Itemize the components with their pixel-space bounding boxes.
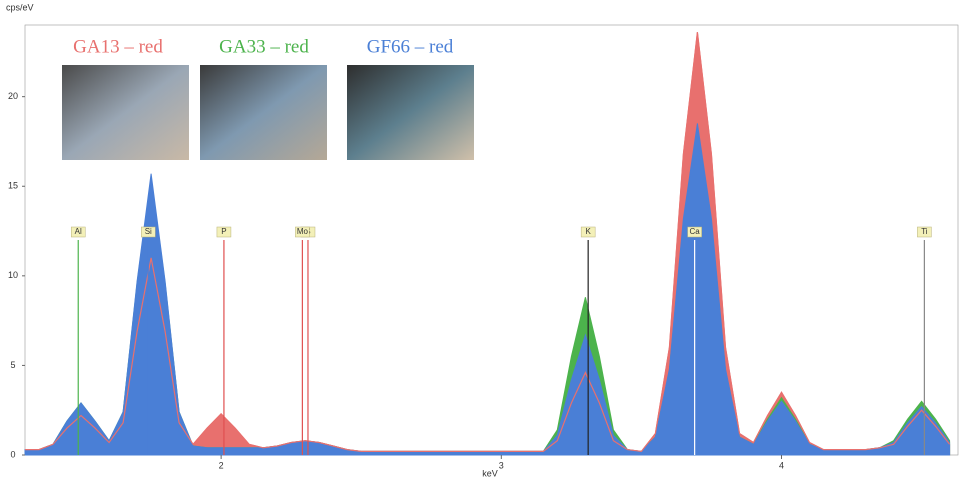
- y-tick-label: 10: [8, 270, 18, 280]
- element-label: Ca: [690, 227, 701, 236]
- x-tick-label: 2: [219, 460, 224, 470]
- element-label: K: [585, 227, 591, 236]
- element-label: Al: [75, 227, 82, 236]
- element-label-box: [295, 226, 310, 238]
- y-tick-label: 5: [10, 360, 15, 370]
- legend-entry: GA13 – red: [73, 36, 163, 57]
- element-label: Si: [145, 227, 152, 236]
- series-outline: [25, 32, 951, 453]
- y-tick-label: 15: [8, 181, 18, 191]
- element-label-box: [580, 226, 596, 238]
- x-axis-label: keV: [482, 468, 498, 478]
- element-label-box: [216, 226, 232, 238]
- element-label-box: [917, 226, 932, 238]
- sample-photo: [62, 65, 189, 160]
- y-axis-label: cps/eV: [6, 2, 34, 12]
- element-label: Mo: [297, 227, 309, 236]
- y-tick-label: 0: [10, 449, 15, 459]
- x-tick-label: 3: [499, 460, 504, 470]
- legend-entry: GA33 – red: [219, 36, 309, 57]
- sample-photo: [347, 65, 474, 160]
- element-label-box: [687, 226, 702, 238]
- legend-entry: GF66 – red: [367, 36, 454, 57]
- element-label-box: [70, 226, 86, 238]
- x-tick-label: 4: [779, 460, 784, 470]
- sample-photo: [200, 65, 327, 160]
- element-label: Ti: [921, 227, 928, 236]
- y-tick-label: 20: [8, 91, 18, 101]
- element-label-box: [141, 226, 156, 238]
- element-label: P: [221, 227, 226, 236]
